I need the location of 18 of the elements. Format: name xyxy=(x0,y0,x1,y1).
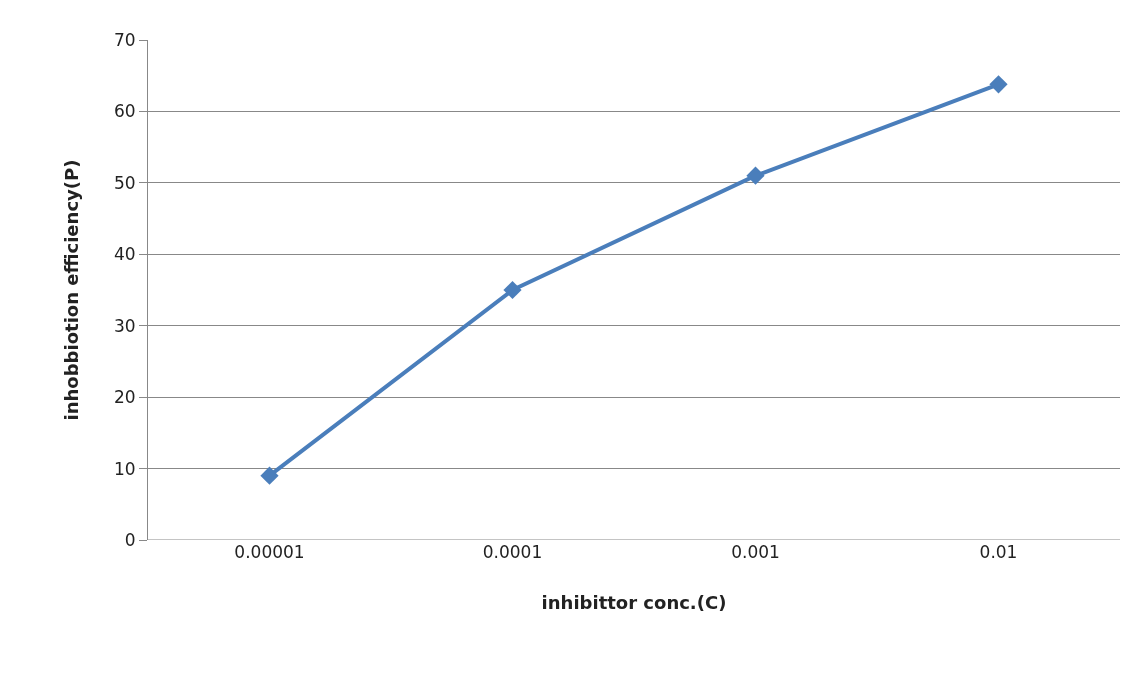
x-tick-label: 0.0001 xyxy=(482,542,543,562)
x-tick-label: 0.00001 xyxy=(234,542,305,562)
y-tick-label: 40 xyxy=(113,244,136,265)
x-tick-label: 0.001 xyxy=(731,542,780,562)
y-tick-label: 60 xyxy=(113,101,136,122)
y-tick-label: 30 xyxy=(113,315,136,336)
y-tick-label: 10 xyxy=(113,458,136,479)
x-axis-title: inhibittor conc.(C) xyxy=(541,592,727,614)
y-tick-label: 50 xyxy=(113,172,136,193)
y-tick-label: 70 xyxy=(113,29,136,50)
point xyxy=(989,75,1008,94)
point xyxy=(746,166,765,185)
y-tick-label: 20 xyxy=(113,387,136,408)
point xyxy=(503,280,522,300)
point xyxy=(260,466,279,485)
x-tick-label: 0.01 xyxy=(979,542,1018,562)
y-tick-label: 0 xyxy=(124,529,136,550)
y-axis-title: inhobbiotion efficiency(P) xyxy=(61,159,83,421)
